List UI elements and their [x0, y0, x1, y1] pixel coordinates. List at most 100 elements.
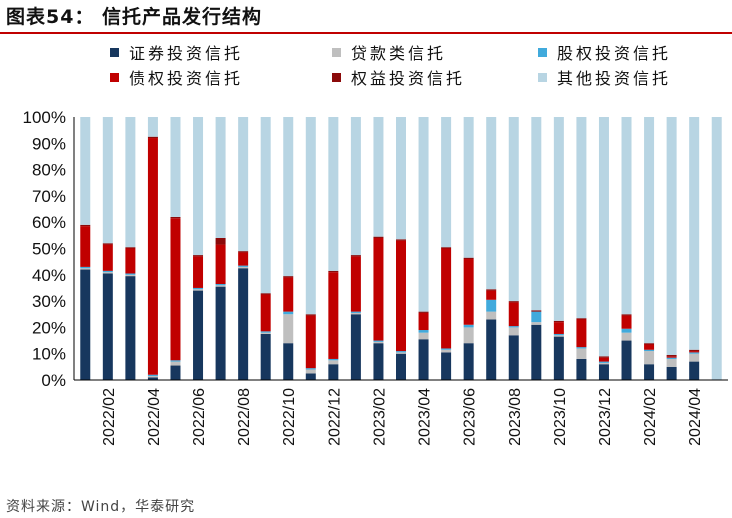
- bar-segment: [283, 343, 294, 380]
- bar-segment: [238, 268, 249, 380]
- bar-segment: [350, 256, 361, 312]
- bar-segment: [463, 259, 474, 325]
- y-tick-label: 100%: [23, 108, 66, 127]
- bar-segment: [125, 247, 136, 249]
- bar-segment: [328, 272, 339, 359]
- bar-segment: [621, 332, 632, 341]
- bar-segment: [283, 276, 294, 278]
- bar-segment: [508, 326, 519, 328]
- y-tick-label: 60%: [32, 213, 66, 232]
- bar-segment: [711, 117, 722, 380]
- legend-swatch: [110, 72, 119, 82]
- bar-segment: [418, 117, 429, 312]
- bar-segment: [418, 312, 429, 331]
- bar-segment: [463, 327, 474, 344]
- bar-segment: [598, 117, 609, 357]
- legend-item: 其他投资信托: [538, 65, 671, 89]
- bar-segment: [373, 117, 384, 237]
- bar-segment: [396, 351, 406, 353]
- bar-segment: [486, 290, 497, 300]
- y-tick-label: 50%: [32, 240, 66, 259]
- bar-segment: [215, 117, 226, 238]
- bar-segment: [396, 117, 406, 240]
- bar-segment: [396, 240, 406, 352]
- bar-segment: [553, 117, 564, 321]
- bar-segment: [689, 353, 700, 362]
- bar-segment: [441, 348, 452, 350]
- bar-segment: [486, 289, 497, 291]
- bar-segment: [238, 251, 249, 253]
- bar-segment: [576, 318, 587, 320]
- bar-segment: [644, 344, 655, 350]
- bar-segment: [689, 352, 700, 354]
- bar-segment: [238, 265, 249, 267]
- bar-segment: [260, 294, 271, 332]
- bar-segment: [689, 361, 700, 380]
- bar-segment: [441, 352, 452, 380]
- bar-segment: [598, 362, 609, 365]
- bar-segment: [80, 269, 91, 380]
- bar-segment: [350, 312, 361, 315]
- bar-segment: [666, 355, 677, 357]
- bar-segment: [193, 287, 204, 290]
- bar-segment: [531, 310, 542, 312]
- bar-segment: [350, 311, 361, 313]
- bar-segment: [80, 266, 91, 269]
- bar-segment: [260, 331, 271, 333]
- bar-segment: [463, 324, 474, 328]
- bar-segment: [305, 369, 316, 374]
- x-tick-label: 2023/10: [552, 388, 569, 446]
- bar-segment: [328, 364, 339, 380]
- bar-segment: [508, 327, 519, 336]
- bar-segment: [328, 270, 339, 273]
- y-tick-label: 70%: [32, 187, 66, 206]
- bar-segment: [170, 216, 181, 219]
- bar-segment: [260, 333, 271, 380]
- bar-segment: [125, 248, 136, 274]
- bar-segment: [193, 290, 204, 380]
- x-tick-label: 2022/12: [326, 388, 343, 446]
- legend-label: 贷款类信托: [351, 44, 447, 63]
- bar-segment: [621, 117, 632, 315]
- bar-segment: [193, 289, 204, 291]
- bar-segment: [170, 117, 181, 217]
- y-tick-label: 0%: [41, 371, 66, 390]
- bar-segment: [215, 285, 226, 287]
- bar-segment: [373, 237, 384, 341]
- x-tick-label: 2023/04: [417, 388, 434, 446]
- bar-segment: [463, 343, 474, 380]
- bar-segment: [418, 339, 429, 380]
- bar-segment: [125, 276, 136, 380]
- bar-segment: [689, 117, 700, 350]
- bar-segment: [193, 256, 204, 288]
- bar-segment: [508, 302, 519, 327]
- y-tick-label: 30%: [32, 292, 66, 311]
- bar-segment: [102, 273, 113, 380]
- bar-segment: [260, 293, 271, 295]
- bar-segment: [170, 361, 181, 366]
- y-tick-label: 10%: [32, 345, 66, 364]
- bar-segment: [508, 301, 519, 303]
- bar-segment: [80, 268, 91, 270]
- bar-segment: [621, 314, 632, 316]
- bar-segment: [621, 340, 632, 380]
- bar-segment: [193, 255, 204, 257]
- bar-segment: [486, 299, 497, 312]
- bar-segment: [305, 373, 316, 380]
- bar-segment: [238, 266, 249, 269]
- x-tick-label: 2023/12: [597, 388, 614, 446]
- x-tick-label: 2023/08: [507, 388, 524, 446]
- bar-segment: [283, 277, 294, 312]
- bar-segment: [102, 244, 113, 271]
- bar-segment: [463, 117, 474, 258]
- bar-segment: [553, 320, 564, 323]
- legend-label: 权益投资信托: [351, 69, 466, 88]
- legend-label: 证券投资信托: [129, 44, 244, 63]
- legend-swatch: [332, 47, 341, 57]
- bar-segment: [193, 117, 204, 256]
- y-tick-label: 40%: [32, 266, 66, 285]
- y-tick-label: 80%: [32, 161, 66, 180]
- bar-segment: [238, 252, 249, 266]
- bar-segment: [441, 247, 452, 249]
- bar-segment: [508, 335, 519, 380]
